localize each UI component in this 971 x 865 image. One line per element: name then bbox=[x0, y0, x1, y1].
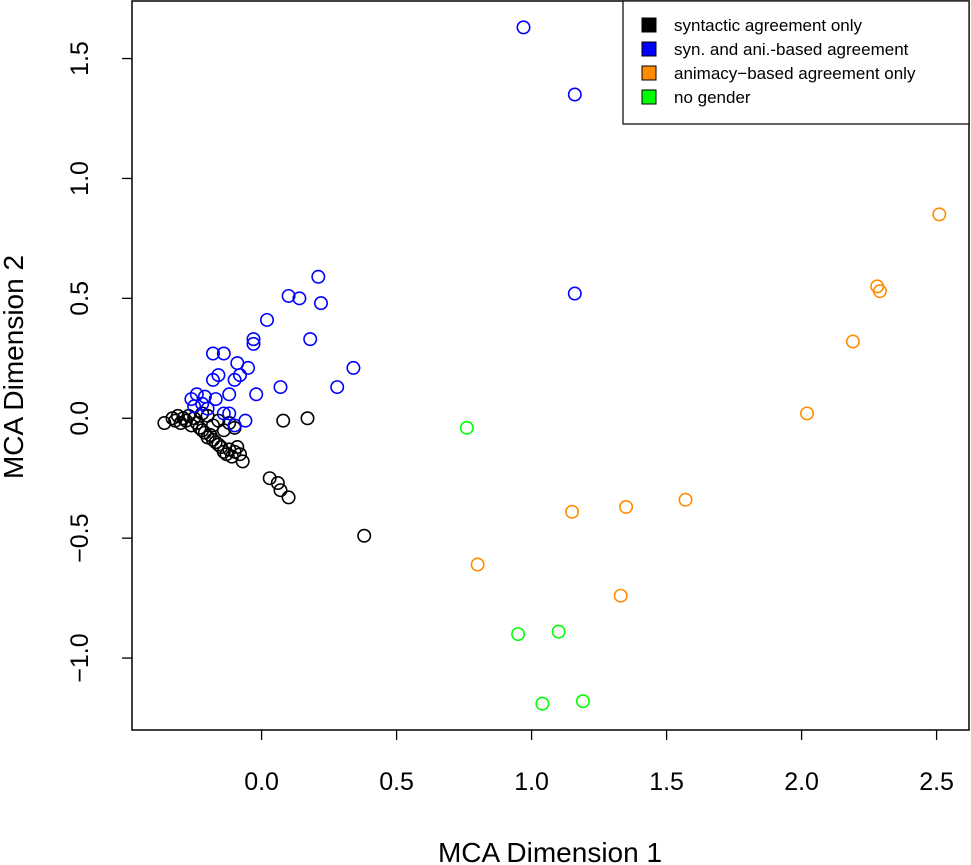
data-points bbox=[157, 20, 947, 711]
data-point bbox=[845, 334, 860, 349]
legend-label-animacy: animacy−based agreement only bbox=[674, 64, 916, 83]
data-point bbox=[281, 288, 296, 303]
data-point bbox=[222, 387, 237, 402]
data-point bbox=[311, 269, 326, 284]
x-tick-label: 0.5 bbox=[379, 768, 414, 796]
data-point bbox=[233, 447, 248, 462]
data-point bbox=[235, 454, 250, 469]
legend-label-syntactic: syntactic agreement only bbox=[674, 16, 863, 35]
series-1 bbox=[184, 20, 582, 433]
data-point bbox=[216, 406, 231, 421]
x-tick-label: 1.5 bbox=[649, 768, 684, 796]
y-tick-label: 1.5 bbox=[66, 41, 94, 76]
data-point bbox=[330, 380, 345, 395]
y-tick-label: −1.0 bbox=[66, 633, 94, 682]
data-point bbox=[281, 490, 296, 505]
data-point bbox=[292, 291, 307, 306]
data-point bbox=[273, 483, 288, 498]
y-tick-label: 0.0 bbox=[66, 401, 94, 436]
data-point bbox=[238, 413, 253, 428]
data-point bbox=[187, 399, 202, 414]
legend-label-no-gender: no gender bbox=[674, 88, 751, 107]
data-point bbox=[567, 286, 582, 301]
data-point bbox=[470, 557, 485, 572]
data-point bbox=[206, 372, 221, 387]
data-point bbox=[273, 380, 288, 395]
data-point bbox=[678, 492, 693, 507]
data-point bbox=[511, 627, 526, 642]
data-point bbox=[300, 411, 315, 426]
plot-frame bbox=[131, 0, 970, 731]
series-0 bbox=[157, 406, 372, 543]
data-point bbox=[565, 504, 580, 519]
legend-label-syn-ani: syn. and ani.-based agreement bbox=[674, 40, 909, 59]
data-point bbox=[241, 360, 256, 375]
legend-swatch-syntactic bbox=[641, 17, 657, 33]
data-point bbox=[249, 387, 264, 402]
data-point bbox=[157, 416, 172, 431]
x-tick-label: 1.0 bbox=[514, 768, 549, 796]
data-point bbox=[535, 696, 550, 711]
data-point bbox=[200, 401, 215, 416]
data-point bbox=[619, 499, 634, 514]
data-point bbox=[233, 368, 248, 383]
legend: syntactic agreement only syn. and ani.-b… bbox=[622, 0, 970, 125]
y-tick-label: −0.5 bbox=[66, 513, 94, 562]
x-tick-label: 2.5 bbox=[919, 768, 954, 796]
data-point bbox=[799, 406, 814, 421]
data-point bbox=[208, 392, 223, 407]
data-point bbox=[246, 332, 261, 347]
series-3 bbox=[459, 420, 590, 711]
x-tick-label: 2.0 bbox=[784, 768, 819, 796]
data-point bbox=[872, 284, 887, 299]
data-point bbox=[357, 528, 372, 543]
data-point bbox=[230, 440, 245, 455]
data-point bbox=[270, 476, 285, 491]
data-point bbox=[276, 413, 291, 428]
data-point bbox=[259, 312, 274, 327]
x-axis-label: MCA Dimension 1 bbox=[438, 837, 662, 865]
y-tick-label: 0.5 bbox=[66, 281, 94, 316]
data-point bbox=[216, 346, 231, 361]
data-point bbox=[222, 406, 237, 421]
data-point bbox=[516, 20, 531, 35]
data-point bbox=[932, 207, 947, 222]
data-point bbox=[346, 360, 361, 375]
data-point bbox=[567, 87, 582, 102]
y-axis: −1.0 −0.5 0.0 0.5 1.0 1.5 bbox=[66, 41, 132, 683]
data-point bbox=[206, 346, 221, 361]
series-2 bbox=[470, 207, 947, 603]
x-tick-label: 0.0 bbox=[244, 768, 279, 796]
data-point bbox=[459, 420, 474, 435]
legend-swatch-no-gender bbox=[641, 89, 657, 105]
x-axis: 0.0 0.5 1.0 1.5 2.0 2.5 bbox=[244, 730, 954, 796]
data-point bbox=[246, 336, 261, 351]
data-point bbox=[613, 588, 628, 603]
data-point bbox=[313, 296, 328, 311]
data-point bbox=[262, 471, 277, 486]
data-point bbox=[575, 694, 590, 709]
data-point bbox=[551, 624, 566, 639]
y-axis-label: MCA Dimension 2 bbox=[0, 255, 29, 479]
legend-swatch-animacy bbox=[641, 65, 657, 81]
y-tick-label: 1.0 bbox=[66, 161, 94, 196]
data-point bbox=[303, 332, 318, 347]
legend-box bbox=[622, 0, 970, 125]
legend-swatch-syn-ani bbox=[641, 41, 657, 57]
